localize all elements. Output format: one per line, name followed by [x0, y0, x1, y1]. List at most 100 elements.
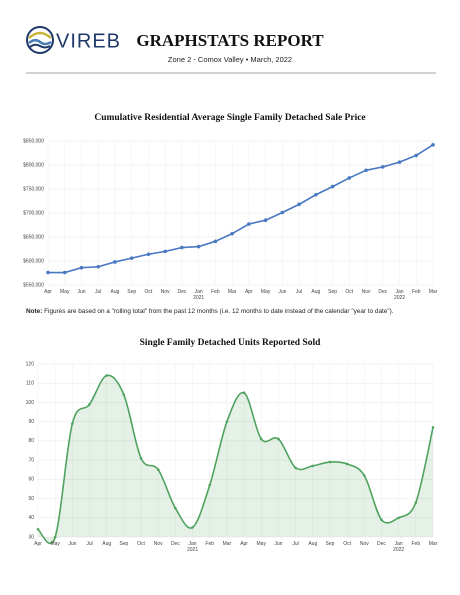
y-tick-label: 50 [28, 496, 34, 502]
point [105, 374, 108, 377]
point [311, 464, 315, 468]
note-text: Figures are based on a "rolling total" f… [44, 308, 394, 315]
y-tick-label: $850,000 [23, 138, 44, 144]
y-tick-label: 80 [28, 438, 34, 444]
x-tick-label: Mar [428, 541, 438, 547]
line [37, 374, 434, 545]
y-tick-label: 70 [28, 457, 34, 463]
x-tick-label: Dec [170, 541, 180, 547]
y-tick-label: 90 [28, 419, 34, 425]
x-tick-label: May [260, 289, 271, 295]
x-tick-label: Dec [377, 541, 386, 547]
note: Note: Figures are based on a "rolling to… [26, 308, 394, 315]
x-tick-label: Feb [205, 541, 215, 547]
x-tick-label: Sep [325, 541, 335, 547]
x-tick-label: Apr [244, 289, 253, 295]
point [122, 393, 126, 397]
y-tick-label: $600,000 [23, 258, 44, 264]
x-tick-label: Oct [343, 541, 352, 547]
y-tick-label: $750,000 [23, 186, 44, 192]
y-tick-label: 60 [28, 477, 34, 483]
point [280, 210, 285, 215]
point [347, 176, 352, 180]
point [314, 192, 318, 197]
point [196, 244, 201, 249]
x-tick-label: Oct [137, 541, 145, 547]
point [297, 202, 301, 207]
x-tick-label: Nov [160, 289, 170, 295]
x-tick-label: Apr [34, 541, 42, 547]
logo-text: VIREB [56, 30, 121, 52]
y-tick-label: 110 [26, 381, 34, 387]
point [230, 231, 234, 236]
x-tick-label: Jul [295, 289, 303, 295]
point [156, 468, 160, 472]
x-tick-label: Aug [308, 541, 318, 547]
x-tick-label: Apr [44, 289, 52, 295]
point [431, 426, 435, 429]
point [191, 526, 194, 529]
x-tick-label: Dec [177, 289, 187, 295]
point [163, 249, 167, 254]
point [146, 252, 151, 257]
point [62, 270, 67, 275]
point [328, 460, 332, 464]
x-tick-label: Aug [102, 541, 112, 547]
point [113, 260, 117, 264]
point [259, 437, 263, 441]
y-tick-label: $700,000 [23, 210, 44, 216]
y-tick-label: $550,000 [23, 282, 44, 288]
x-tick-label: Jul [95, 289, 102, 295]
point [363, 474, 366, 477]
y-tick-label: 120 [26, 361, 35, 367]
x-tick-label: Nov [359, 541, 369, 547]
x-tick-label: Oct [144, 289, 153, 295]
point [139, 456, 143, 460]
point [330, 184, 335, 189]
point [263, 218, 268, 222]
x-tick-label: Aug [311, 289, 321, 295]
line [48, 144, 434, 274]
point [242, 391, 246, 395]
logo-icon [26, 26, 54, 54]
point [277, 437, 280, 441]
point [397, 160, 402, 164]
point [225, 420, 229, 423]
point [414, 501, 418, 504]
x-tick-label: Nov [361, 289, 371, 295]
point [53, 535, 57, 539]
x-tick-label: May [256, 541, 266, 547]
point [364, 168, 368, 173]
x-tick-label: Jul [292, 541, 299, 547]
y-tick-label: 30 [28, 534, 34, 540]
point [294, 466, 297, 470]
point [208, 483, 212, 487]
y-tick-label: $800,000 [23, 162, 44, 168]
x-tick-label: Jun [68, 541, 77, 547]
x-tick-label: Jun [278, 289, 287, 295]
point [96, 264, 101, 269]
x-tick-label: May [50, 541, 60, 547]
y-tick-label: 100 [26, 400, 35, 406]
x-tick-label: Sep [119, 541, 129, 547]
point [414, 153, 419, 158]
x-tick-label: Sep [328, 289, 338, 295]
x-tick-label: Mar [222, 541, 232, 547]
y-tick-label: 40 [28, 515, 34, 521]
point [247, 222, 251, 226]
point [397, 516, 400, 520]
point [213, 239, 218, 244]
x-tick-label: Oct [345, 289, 354, 295]
report-title: GRAPHSTATS REPORT [136, 31, 324, 50]
x-tick-label: Feb [211, 289, 220, 295]
x-tick-label: Mar [428, 289, 438, 295]
point [88, 403, 91, 406]
x-tick-label: Sep [127, 289, 137, 295]
x-tick-label: Jun [77, 289, 86, 295]
x-tick-label: Jan 2021 [187, 541, 199, 553]
point [431, 143, 435, 147]
point [380, 518, 383, 521]
point [79, 265, 84, 270]
